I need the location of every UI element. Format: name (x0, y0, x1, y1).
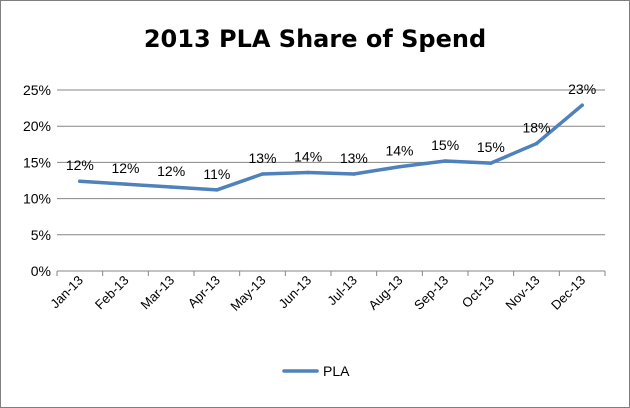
y-tick-label: 20% (23, 118, 51, 134)
series-line-pla (78, 103, 584, 192)
data-label: 12% (157, 163, 185, 179)
data-label: 12% (111, 160, 139, 176)
x-tick-label: May-13 (227, 273, 268, 314)
x-tick-label: Aug-13 (365, 273, 405, 313)
data-point (443, 159, 447, 163)
y-tick-label: 25% (23, 82, 51, 98)
chart-title: 2013 PLA Share of Spend (143, 25, 487, 53)
data-point (123, 182, 128, 186)
data-label: 13% (248, 150, 276, 166)
data-label: 14% (294, 149, 322, 165)
data-label: 12% (66, 157, 94, 173)
data-label: 15% (431, 137, 459, 153)
x-tick-label: Jan-13 (47, 273, 86, 312)
y-tick-label: 15% (23, 154, 51, 170)
data-point (215, 188, 219, 192)
data-point (306, 170, 310, 175)
x-tick-label: Feb-13 (92, 273, 132, 313)
data-label: 18% (522, 120, 550, 136)
data-point (534, 141, 539, 146)
data-point (352, 172, 356, 176)
y-tick-label: 0% (31, 263, 51, 279)
data-label: 13% (340, 150, 368, 166)
legend-label-pla: PLA (323, 363, 350, 379)
data-label: 11% (203, 166, 230, 182)
x-tick-label: Oct-13 (459, 273, 497, 311)
data-label: 23% (568, 81, 596, 97)
data-point (489, 161, 493, 165)
data-point (260, 172, 265, 176)
data-label: 14% (385, 143, 413, 159)
y-tick-label: 5% (31, 227, 51, 243)
x-tick-label: Jun-13 (276, 273, 315, 312)
data-point (169, 185, 173, 189)
data-label: 15% (477, 139, 505, 155)
x-tick-label: Nov-13 (502, 273, 542, 313)
x-tick-label: Dec-13 (548, 273, 588, 313)
data-point (580, 103, 584, 107)
x-tick-label: Jul-13 (324, 273, 360, 309)
x-tick-label: Mar-13 (138, 273, 178, 313)
x-tick-label: Apr-13 (185, 273, 223, 311)
data-point (397, 164, 402, 169)
x-tick-label: Sep-13 (411, 273, 451, 313)
data-point (78, 179, 82, 183)
y-tick-label: 10% (23, 191, 51, 207)
